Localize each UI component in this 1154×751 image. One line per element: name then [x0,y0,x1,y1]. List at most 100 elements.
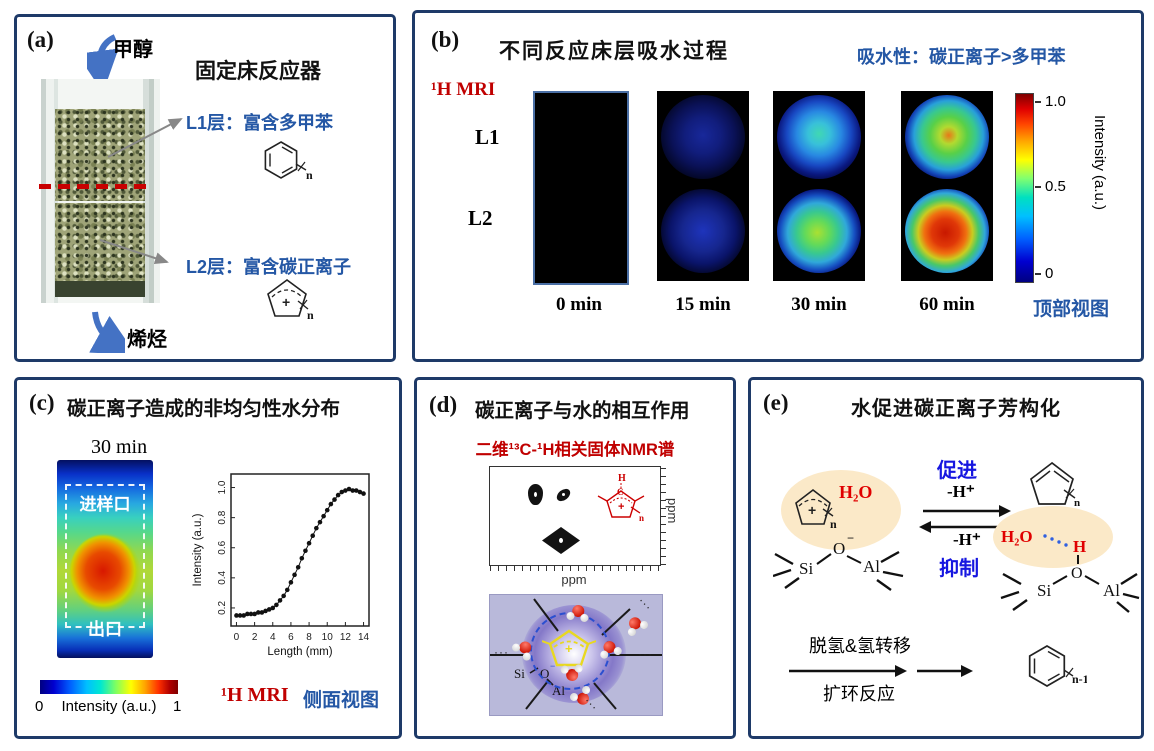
carbocation-plus: + [282,294,290,310]
inhibit-label: 抑制 [939,558,979,580]
panel-b-label: (b) [431,27,460,52]
svg-text:Al: Al [1103,581,1120,600]
colorbar-tick [1035,101,1041,103]
svg-text:H: H [618,473,626,484]
outlet-arrow-icon [89,311,125,353]
colorbar-min-label: 0 [35,698,44,715]
l1-pointer-arrow [107,118,183,158]
outlet-label: 烯烃 [127,329,167,351]
mri-image-15min [657,91,749,281]
panel-b-title: 不同反应床层吸水过程 [499,40,729,63]
heatmap-inlet-label: 进样口 [79,495,131,514]
minus-h-top: -H⁺ [947,482,975,501]
benzene-icon: n [264,141,313,182]
svg-text:0: 0 [234,632,240,643]
carbocation-structure-icon: + n [795,488,837,531]
time-label-60: 60 min [919,294,975,315]
colorbar-horizontal [40,680,178,694]
zeolite-site-right: H₂O H O Si Al [1000,527,1140,613]
heatmap-time-label: 30 min [91,436,148,458]
carbocation-n-label: n [307,308,314,322]
inlet-arrow-icon [87,34,119,79]
svg-text:+: + [808,502,816,518]
side-view-heatmap: 进样口 出口 [57,460,153,658]
svg-text:Al: Al [863,557,880,576]
svg-text:H₂O: H₂O [1001,527,1033,546]
svg-text:O: O [833,539,845,558]
svg-text:8: 8 [306,632,312,643]
svg-text:n: n [830,517,837,531]
svg-text:12: 12 [340,632,352,643]
panel-a: (a) 甲醇 固定床反应器 L1层：富含多甲苯 n [14,14,396,362]
reaction-arrows [789,665,973,677]
l1-layer-label: L1层：富含多甲苯 [186,113,334,133]
row-label-l1: L1 [475,125,500,149]
svg-text:10: 10 [322,632,334,643]
time-label-30: 30 min [791,294,847,315]
nmr-x-axis-label: ppm [561,572,587,587]
svg-text:O: O [1071,565,1083,582]
svg-text:2: 2 [252,632,258,643]
svg-text:14: 14 [358,632,370,643]
benzene-product-icon: n-1 [1028,645,1087,687]
side-view-label: 侧面视图 [303,690,380,711]
l2-pointer-arrow [99,239,169,264]
svg-text:+: + [565,641,573,656]
intensity-profile-chart: 0.2 0.4 0.6 0.8 1.0 0 2 4 6 8 10 12 14 Length (mm) Int… [192,473,370,658]
top-view-label: 顶部视图 [1033,299,1110,320]
panel-a-label: (a) [27,27,54,52]
colorbar-tick [1035,273,1041,275]
svg-text:0.4: 0.4 [217,570,228,584]
colorbar-tick-min: 0 [1045,265,1054,282]
svg-text:0.6: 0.6 [217,540,228,554]
panel-e: (e) 水促进碳正离子芳构化 + n H₂O O − Si Al [748,377,1144,739]
svg-text:H: H [1073,537,1086,556]
left-hydration-ellipse [781,470,901,550]
zeolite-schematic: Si O − Al + ··· ··· ··· ··· [489,594,663,716]
time-label-15: 15 min [675,294,731,315]
panel-c-label: (c) [29,390,55,415]
mri-technique-label: ¹H MRI [221,684,289,706]
nmr-y-axis-label: ppm [665,498,680,524]
svg-text:4: 4 [270,632,276,643]
mri-image-0min [533,91,629,285]
water-molecule-icon [560,664,583,682]
reaction-step-bottom: 扩环反应 [823,684,895,704]
benzene-n-label: n [306,168,313,182]
panel-d-label: (d) [429,392,458,417]
svg-text:6: 6 [288,632,294,643]
minus-h-bottom: -H⁺ [953,530,981,549]
panel-b: (b) 不同反应床层吸水过程 吸水性：碳正离子>多甲苯 ¹H MRI L1 L2… [412,10,1144,362]
svg-text:Intensity (a.u.): Intensity (a.u.) [192,513,204,586]
colorbar-axis-label: Intensity (a.u.) [1091,115,1108,211]
layer-divider-line [39,184,153,189]
water-molecule-icon [565,604,589,623]
svg-text:n: n [1074,497,1080,509]
hbond-dots: ··· [638,647,653,661]
mri-image-60min [901,91,993,281]
svg-text:Si: Si [799,559,813,578]
panel-b-annotation: 吸水性：碳正离子>多甲苯 [857,47,1066,67]
nmr-x-ticks [490,566,660,571]
row-label-l2: L2 [468,206,493,230]
colorbar-tick [1035,186,1041,188]
reaction-step-top: 脱氢&氢转移 [809,636,912,656]
panel-d: (d) 碳正离子与水的相互作用 二维¹³C-¹H相关固体NMR谱 H C + [414,377,736,739]
cation-structure-yellow-icon: + [542,629,596,667]
l2-layer-label: L2层：富含碳正离子 [186,257,352,277]
h2o-label-left: H₂O [839,482,873,502]
svg-text:Si: Si [514,666,525,681]
inlet-label: 甲醇 [113,39,153,61]
reactor-photo [41,79,160,303]
colorbar-tick-mid: 0.5 [1045,178,1066,195]
carbocation-icon: + n [267,279,314,322]
svg-text:n-1: n-1 [1072,672,1087,686]
colorbar-label: Intensity (a.u.) [61,698,157,715]
equilibrium-arrows [919,505,1011,533]
cation-structure-red-icon: H C + n [597,473,645,523]
mri-technique-label: ¹H MRI [431,79,496,100]
panel-d-title: 碳正离子与水的相互作用 [475,400,690,422]
heatmap-outlet-label: 出口 [88,620,122,639]
nmr-spectrum: H C + n [489,466,666,571]
svg-text:+: + [618,501,624,513]
